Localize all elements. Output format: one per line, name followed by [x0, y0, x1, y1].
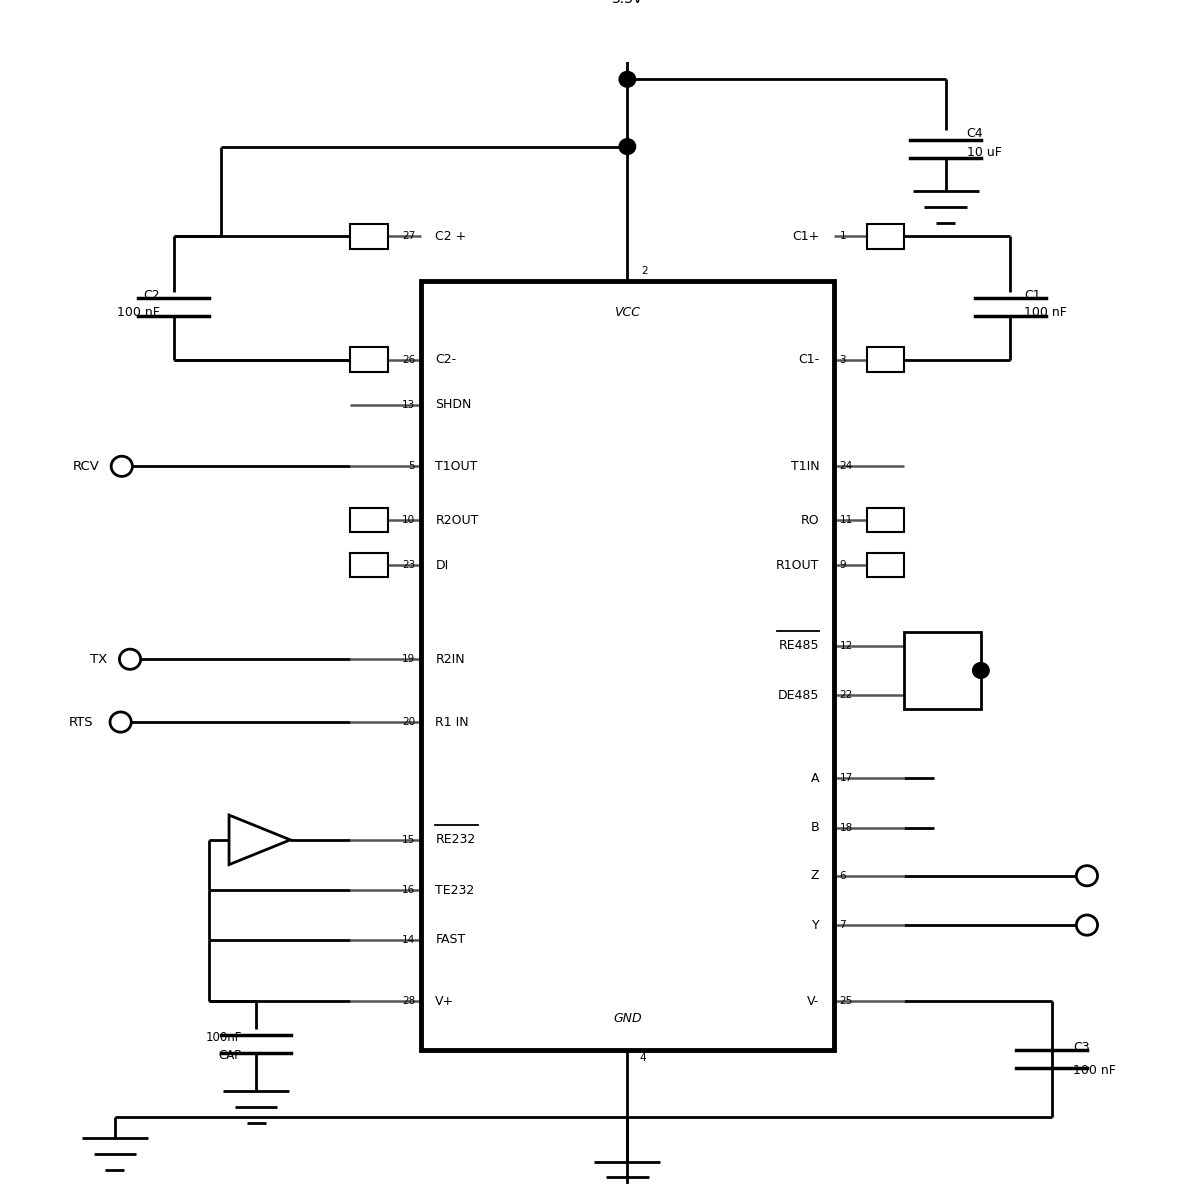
Bar — [867, 553, 905, 577]
Text: C2: C2 — [143, 290, 160, 303]
Text: 1: 1 — [839, 231, 847, 241]
Text: C1-: C1- — [798, 354, 819, 367]
Text: 100nF: 100nF — [206, 1030, 242, 1043]
Text: 6: 6 — [839, 871, 847, 881]
Text: 3: 3 — [839, 355, 847, 364]
Text: 10 uF: 10 uF — [967, 146, 1002, 159]
Text: 7: 7 — [839, 920, 847, 931]
Circle shape — [619, 139, 636, 154]
Text: TX: TX — [90, 653, 108, 666]
Bar — [350, 348, 388, 372]
Text: RCV: RCV — [72, 459, 99, 472]
Text: 100 nF: 100 nF — [117, 306, 160, 319]
Text: 5: 5 — [408, 462, 416, 471]
Text: TE232: TE232 — [436, 884, 475, 897]
Text: R2IN: R2IN — [436, 653, 465, 666]
Text: RE232: RE232 — [436, 833, 476, 846]
Text: 26: 26 — [403, 355, 416, 364]
Text: 12: 12 — [839, 641, 852, 650]
Bar — [867, 508, 905, 533]
Text: V+: V+ — [436, 995, 455, 1008]
Text: 10: 10 — [403, 515, 416, 525]
Text: RTS: RTS — [69, 716, 94, 729]
Circle shape — [1076, 865, 1098, 886]
Text: T1OUT: T1OUT — [436, 459, 477, 472]
Text: DE485: DE485 — [778, 688, 819, 702]
Circle shape — [972, 662, 989, 678]
Text: 3.3V: 3.3V — [612, 0, 643, 6]
Text: 25: 25 — [839, 996, 852, 1007]
Text: R1OUT: R1OUT — [776, 559, 819, 571]
Bar — [350, 553, 388, 577]
Text: 15: 15 — [403, 834, 416, 845]
Bar — [867, 224, 905, 249]
Bar — [350, 224, 388, 249]
Bar — [867, 348, 905, 372]
Text: RO: RO — [800, 514, 819, 527]
Text: 4: 4 — [639, 1053, 645, 1064]
Text: VCC: VCC — [614, 306, 641, 319]
Text: DI: DI — [436, 559, 449, 571]
Text: A: A — [811, 772, 819, 785]
Text: R1 IN: R1 IN — [436, 716, 469, 729]
Text: C3: C3 — [1073, 1041, 1089, 1054]
Circle shape — [111, 456, 133, 476]
Text: 28: 28 — [403, 996, 416, 1007]
Bar — [905, 633, 980, 709]
Text: 2: 2 — [642, 266, 648, 275]
Text: 18: 18 — [839, 823, 852, 832]
Text: GND: GND — [613, 1013, 642, 1024]
Text: 11: 11 — [839, 515, 852, 525]
Text: 14: 14 — [403, 934, 416, 945]
Text: 27: 27 — [403, 231, 416, 241]
FancyBboxPatch shape — [422, 281, 834, 1049]
Text: CAP: CAP — [219, 1049, 242, 1061]
Text: Y: Y — [812, 919, 819, 932]
Text: 100 nF: 100 nF — [1024, 306, 1067, 319]
Text: RE485: RE485 — [779, 640, 819, 653]
Text: 100 nF: 100 nF — [1073, 1064, 1115, 1077]
Text: SHDN: SHDN — [436, 398, 471, 411]
Text: C2 +: C2 + — [436, 230, 466, 243]
Circle shape — [1076, 915, 1098, 935]
Text: T1IN: T1IN — [791, 459, 819, 472]
Circle shape — [110, 712, 131, 732]
Text: C2-: C2- — [436, 354, 456, 367]
Text: C1+: C1+ — [792, 230, 819, 243]
Text: 22: 22 — [839, 690, 852, 700]
Text: R2OUT: R2OUT — [436, 514, 478, 527]
Circle shape — [619, 71, 636, 87]
Circle shape — [120, 649, 141, 669]
Text: 19: 19 — [403, 654, 416, 665]
Text: V-: V- — [807, 995, 819, 1008]
Text: 13: 13 — [403, 400, 416, 410]
Text: Z: Z — [811, 869, 819, 882]
Text: 23: 23 — [403, 560, 416, 570]
Text: C4: C4 — [967, 127, 984, 140]
Text: B: B — [811, 821, 819, 834]
Text: 9: 9 — [839, 560, 847, 570]
Text: 17: 17 — [839, 773, 852, 783]
Text: 24: 24 — [839, 462, 852, 471]
Text: 16: 16 — [403, 886, 416, 895]
Bar — [350, 508, 388, 533]
Text: 20: 20 — [403, 717, 416, 728]
Text: C1: C1 — [1024, 290, 1041, 303]
Text: FAST: FAST — [436, 933, 465, 946]
